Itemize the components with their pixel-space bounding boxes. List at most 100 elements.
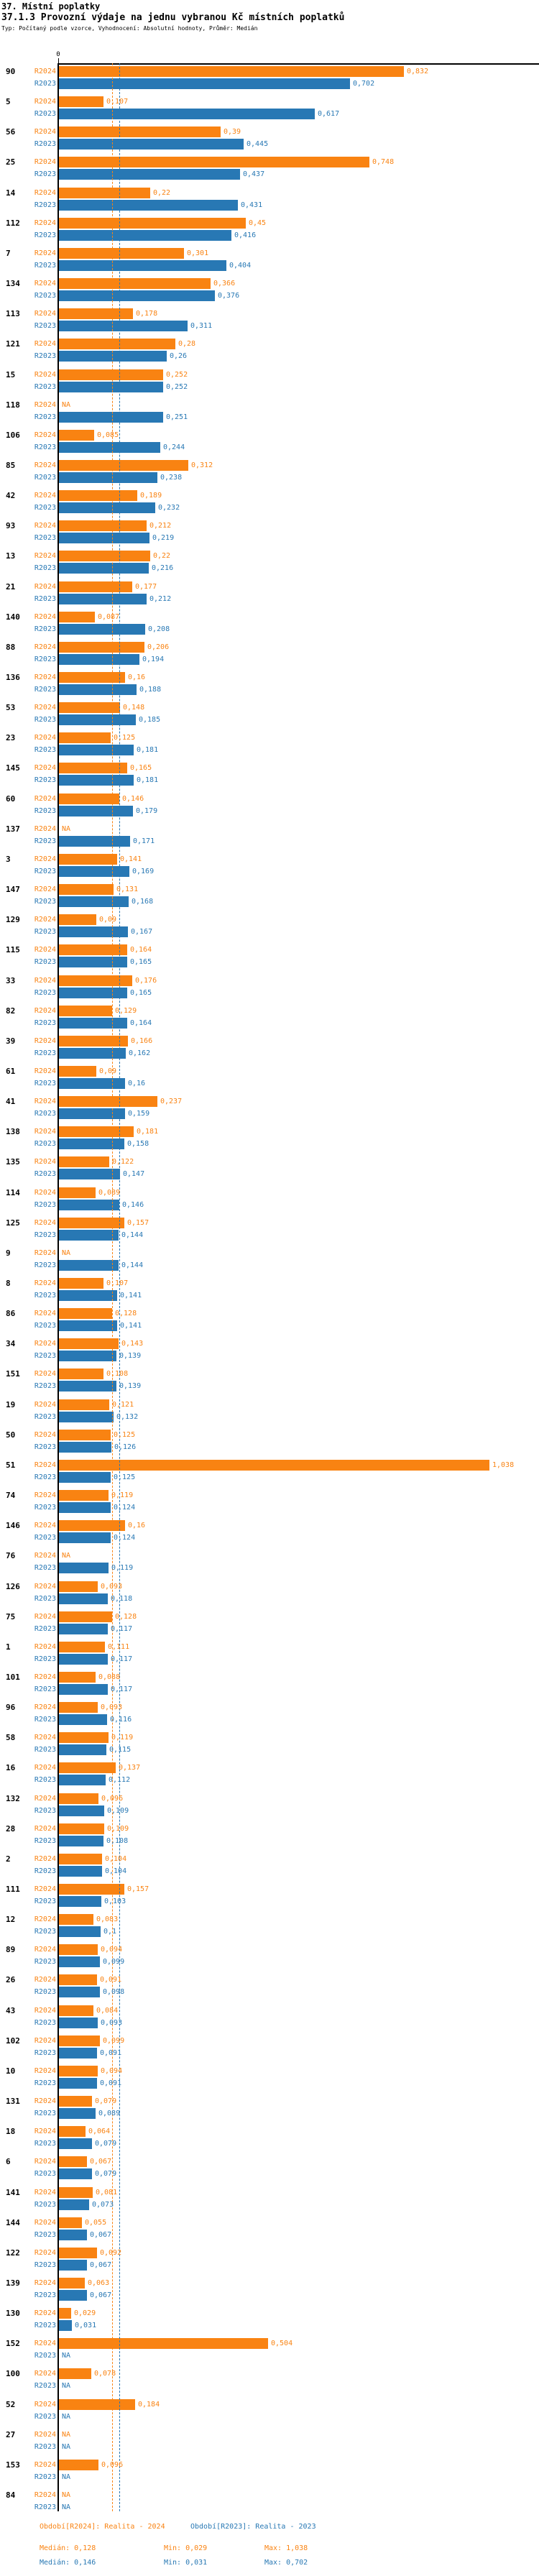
series-label-r2023: R2023 bbox=[34, 1685, 56, 1693]
bar-r2024 bbox=[59, 1823, 104, 1834]
bar-r2023 bbox=[59, 1017, 127, 1029]
series-label-r2024: R2024 bbox=[34, 2188, 56, 2196]
bar-r2024 bbox=[59, 611, 95, 622]
chart-row-group: 131 R2024 0,079 R2023 0,089 bbox=[0, 2096, 539, 2120]
bar-r2024 bbox=[59, 2126, 86, 2138]
bar-row-r2024: R2024 0,091 bbox=[0, 1974, 539, 1986]
bar-row-r2023: R2023 0,168 bbox=[0, 896, 539, 908]
bar-r2023 bbox=[59, 502, 155, 514]
bar-row-r2023: R2023 0,141 bbox=[0, 1290, 539, 1301]
bar-value-r2023: 0,188 bbox=[139, 686, 162, 694]
row-id: 122 bbox=[6, 2248, 20, 2258]
bar-value-r2024: 0,237 bbox=[160, 1098, 183, 1106]
bar-row-r2024: R2024 0,089 bbox=[0, 1187, 539, 1198]
bar-row-r2024: R2024 0,832 bbox=[0, 66, 539, 77]
bar-row-r2024: R2024 0,28 bbox=[0, 339, 539, 350]
bar-value-r2024: 0,092 bbox=[100, 2248, 122, 2257]
series-label-r2024: R2024 bbox=[34, 2400, 56, 2409]
bar-value-r2023: 0,238 bbox=[160, 473, 183, 482]
bar-row-r2024: R2024 0,064 bbox=[0, 2126, 539, 2138]
chart-row-group: 51 R2024 1,038 R2023 0,125 bbox=[0, 1459, 539, 1483]
bar-value-r2024: 0,119 bbox=[111, 1491, 134, 1500]
row-id: 145 bbox=[6, 763, 20, 773]
legend-period-2024: Období[R2024]: Realita - 2024 bbox=[40, 2523, 165, 2531]
bar-row-r2023: R2023 0,232 bbox=[0, 502, 539, 514]
bar-value-r2023: 0,1 bbox=[103, 1928, 117, 1936]
bar-value-r2023: 0,108 bbox=[106, 1836, 129, 1845]
bar-row-r2024: R2024 0,108 bbox=[0, 1368, 539, 1380]
series-label-r2024: R2024 bbox=[34, 2066, 56, 2075]
series-label-r2023: R2023 bbox=[34, 1504, 56, 1512]
bar-value-r2024: 0,832 bbox=[407, 68, 429, 75]
row-id: 15 bbox=[6, 369, 16, 380]
chart-row-group: 60 R2024 0,146 R2023 0,179 bbox=[0, 793, 539, 816]
bar-row-r2023: R2023 NA bbox=[0, 2380, 539, 2391]
bar-value-r2023: NA bbox=[62, 2472, 71, 2481]
bar-r2023 bbox=[59, 1805, 104, 1816]
bar-row-r2024: R2024 0,166 bbox=[0, 1035, 539, 1046]
chart-row-group: 42 R2024 0,189 R2023 0,232 bbox=[0, 490, 539, 514]
chart-row-group: 12 R2024 0,083 R2023 0,1 bbox=[0, 1914, 539, 1938]
row-id: 1 bbox=[6, 1642, 11, 1652]
bar-r2024 bbox=[59, 551, 150, 562]
series-label-r2023: R2023 bbox=[34, 2472, 56, 2481]
chart-row-group: 102 R2024 0,099 R2023 0,091 bbox=[0, 2035, 539, 2058]
row-id: 8 bbox=[6, 1279, 11, 1288]
series-label-r2024: R2024 bbox=[34, 764, 56, 773]
bar-value-r2023: 0,185 bbox=[139, 716, 161, 724]
chart-row-group: 9 R2024 NA R2023 0,144 bbox=[0, 1248, 539, 1271]
bar-row-r2024: R2024 NA bbox=[0, 2429, 539, 2440]
bar-row-r2024: R2024 1,038 bbox=[0, 1459, 539, 1471]
bar-r2023 bbox=[59, 1047, 126, 1059]
bar-r2024 bbox=[59, 1762, 116, 1774]
series-label-r2024: R2024 bbox=[34, 2370, 56, 2378]
bar-r2023 bbox=[59, 714, 136, 726]
bar-r2023 bbox=[59, 169, 240, 180]
chart-row-group: 132 R2024 0,096 R2023 0,109 bbox=[0, 1793, 539, 1816]
bar-r2024 bbox=[59, 2338, 268, 2350]
chart-row-group: 147 R2024 0,131 R2023 0,168 bbox=[0, 884, 539, 908]
series-label-r2023: R2023 bbox=[34, 1655, 56, 1663]
bar-value-r2023: 0,139 bbox=[119, 1352, 142, 1361]
bar-r2023 bbox=[59, 2320, 72, 2332]
chart-row-group: 23 R2024 0,125 R2023 0,181 bbox=[0, 732, 539, 756]
stat-max-2023: Max: 0,702 bbox=[264, 2559, 308, 2567]
bar-value-r2024: 0,107 bbox=[106, 98, 129, 106]
bar-r2023 bbox=[59, 1623, 108, 1634]
bar-row-r2023: R2023 0,238 bbox=[0, 472, 539, 483]
bar-row-r2023: R2023 0,194 bbox=[0, 653, 539, 665]
bar-row-r2024: R2024 0,125 bbox=[0, 732, 539, 744]
row-id: 3 bbox=[6, 854, 11, 864]
chart-row-group: 76 R2024 NA R2023 0,119 bbox=[0, 1550, 539, 1574]
series-label-r2023: R2023 bbox=[34, 1049, 56, 1057]
bar-r2024 bbox=[59, 1490, 109, 1501]
bar-row-r2024: R2024 0,22 bbox=[0, 551, 539, 562]
series-label-r2024: R2024 bbox=[34, 704, 56, 712]
bar-r2023 bbox=[59, 865, 129, 877]
row-id: 88 bbox=[6, 642, 16, 652]
bar-value-r2023: 0,147 bbox=[123, 1170, 145, 1179]
bar-value-r2024: 0,09 bbox=[99, 916, 117, 924]
bar-value-r2024: 0,157 bbox=[127, 1218, 149, 1227]
series-label-r2024: R2024 bbox=[34, 2006, 56, 2015]
series-label-r2024: R2024 bbox=[34, 582, 56, 591]
bar-r2023 bbox=[59, 2199, 89, 2210]
series-label-r2024: R2024 bbox=[34, 673, 56, 681]
bar-r2024 bbox=[59, 1581, 98, 1592]
bar-value-r2023: 0,031 bbox=[75, 2322, 97, 2330]
bar-row-r2023: R2023 0,126 bbox=[0, 1441, 539, 1453]
series-label-r2024: R2024 bbox=[34, 1491, 56, 1500]
bar-row-r2024: R2024 0,189 bbox=[0, 490, 539, 502]
bar-row-r2023: R2023 0,103 bbox=[0, 1896, 539, 1907]
series-label-r2024: R2024 bbox=[34, 1764, 56, 1772]
series-label-r2023: R2023 bbox=[34, 1018, 56, 1027]
stat-min-2023: Min: 0,031 bbox=[164, 2559, 208, 2567]
bar-value-r2024: 0,16 bbox=[128, 1522, 146, 1530]
series-label-r2024: R2024 bbox=[34, 1400, 56, 1409]
bar-r2024 bbox=[59, 1005, 112, 1016]
stat-max-2024: Max: 1,038 bbox=[264, 2544, 308, 2552]
bar-row-r2023: R2023 0,067 bbox=[0, 2259, 539, 2271]
row-id: 76 bbox=[6, 1551, 16, 1561]
bar-value-r2024: 0,083 bbox=[96, 1915, 119, 1924]
chart-row-group: 121 R2024 0,28 R2023 0,26 bbox=[0, 339, 539, 362]
